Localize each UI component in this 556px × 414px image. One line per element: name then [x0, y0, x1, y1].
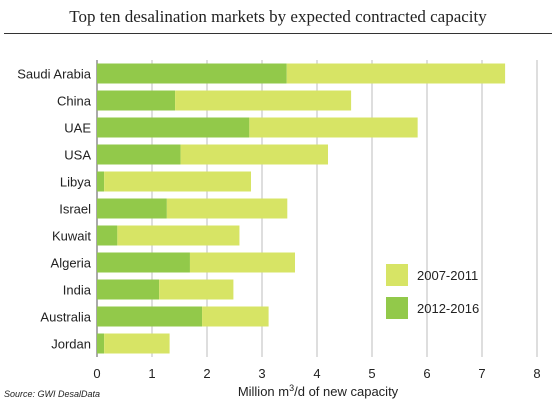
bar-segment: [117, 225, 240, 246]
bar-segment: [97, 117, 250, 138]
x-tick-label: 8: [533, 366, 540, 381]
bar-segment: [97, 63, 287, 84]
title-rule: [4, 33, 552, 34]
bar-segment: [249, 117, 418, 138]
bar-segment: [97, 144, 181, 165]
chart-title: Top ten desalination markets by expected…: [69, 7, 487, 26]
category-label: India: [63, 283, 92, 298]
bar-segment: [97, 306, 203, 327]
category-label: Saudi Arabia: [17, 67, 91, 82]
category-label: Australia: [40, 310, 91, 325]
bar-segment: [97, 225, 118, 246]
x-tick-label: 0: [93, 366, 100, 381]
bar-segment: [202, 306, 269, 327]
category-label: Jordan: [51, 337, 91, 352]
x-tick-label: 6: [423, 366, 430, 381]
bar-segment: [97, 171, 105, 192]
category-label: Israel: [59, 202, 91, 217]
x-tick-label: 1: [148, 366, 155, 381]
bar-segment: [97, 279, 160, 300]
bar-segment: [286, 63, 506, 84]
bar-segment: [159, 279, 234, 300]
category-label: Algeria: [51, 256, 92, 271]
x-tick-label: 7: [478, 366, 485, 381]
bar-segment: [97, 252, 190, 273]
bars: [97, 63, 506, 354]
x-tick-label: 4: [313, 366, 320, 381]
x-tick-labels: 0 1 2 3 4 5 6 7 8: [93, 366, 540, 381]
legend-label: 2012-2016: [417, 301, 479, 316]
bar-segment: [180, 144, 328, 165]
bar-segment: [104, 171, 252, 192]
bar-segment: [97, 90, 176, 111]
category-labels: Saudi Arabia China UAE USA Libya Israel Kuwait…: [17, 67, 92, 352]
category-label: Libya: [60, 175, 92, 190]
bar-segment: [104, 333, 170, 354]
category-label: USA: [64, 148, 91, 163]
x-tick-label: 3: [258, 366, 265, 381]
legend: 2007-2011 2012-2016: [386, 264, 479, 319]
bar-segment: [189, 252, 295, 273]
bar-segment: [175, 90, 352, 111]
bar-segment: [166, 198, 288, 219]
bar-segment: [97, 333, 105, 354]
x-tick-label: 2: [203, 366, 210, 381]
legend-swatch: [386, 264, 408, 286]
legend-label: 2007-2011: [417, 268, 478, 283]
category-label: Kuwait: [52, 229, 91, 244]
category-label: China: [57, 94, 92, 109]
x-tick-label: 5: [368, 366, 375, 381]
category-label: UAE: [64, 121, 91, 136]
legend-swatch: [386, 297, 408, 319]
bar-segment: [97, 198, 167, 219]
source-note: Source: GWI DesalData: [4, 389, 101, 399]
x-axis-label: Million m3/d of new capacity: [238, 383, 399, 399]
